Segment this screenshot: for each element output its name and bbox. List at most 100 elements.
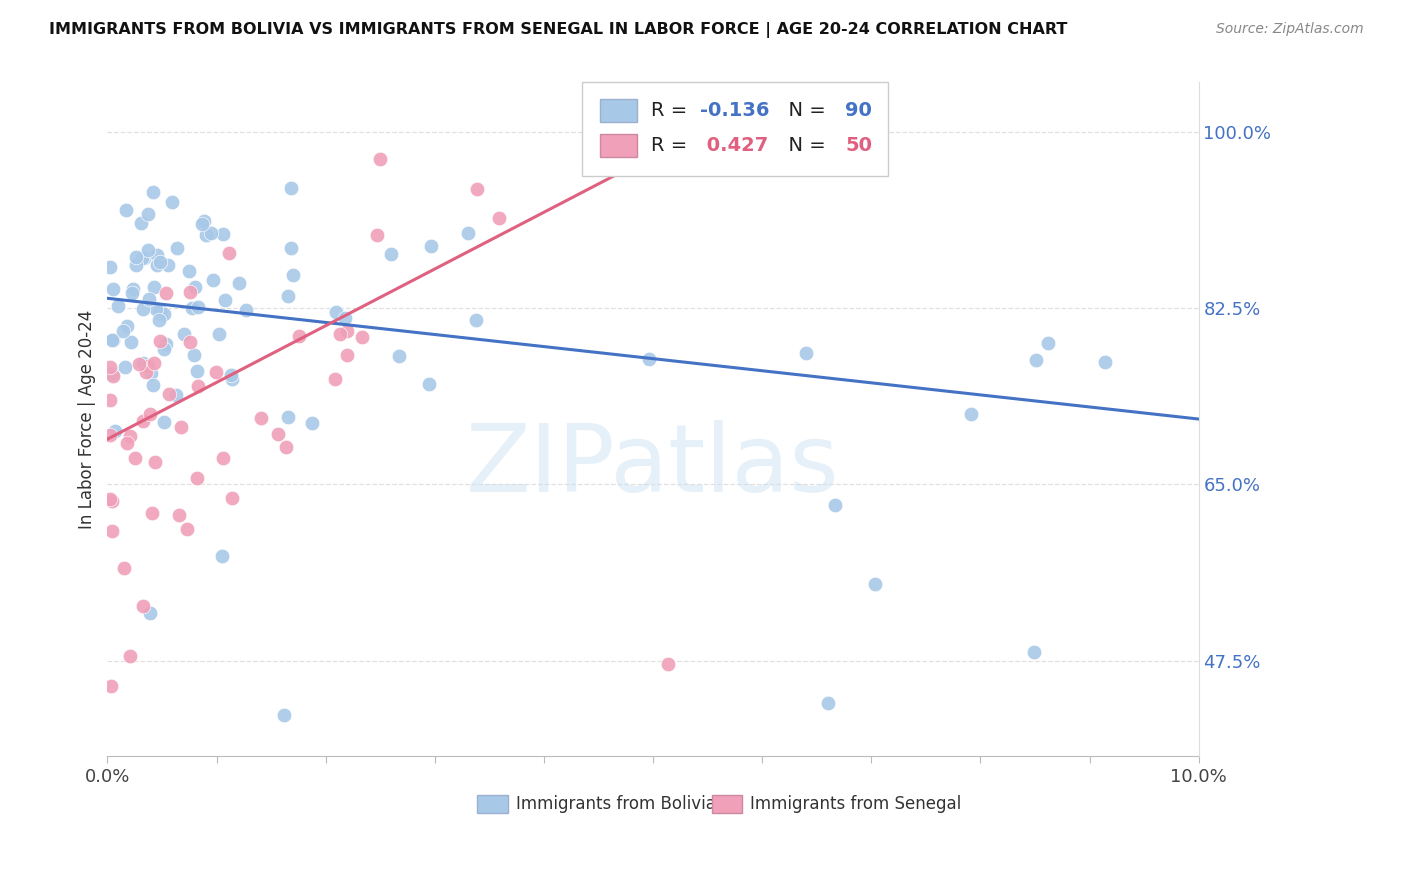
Point — [336, 348, 359, 362]
Point — [796, 346, 818, 360]
Point — [143, 280, 166, 294]
Text: Source: ZipAtlas.com: Source: ZipAtlas.com — [1216, 22, 1364, 37]
Text: Immigrants from Bolivia: Immigrants from Bolivia — [516, 795, 716, 813]
Point — [200, 226, 222, 240]
Point — [101, 282, 124, 296]
Point — [112, 561, 135, 575]
FancyBboxPatch shape — [599, 99, 637, 122]
Point — [146, 248, 169, 262]
Point — [465, 182, 488, 196]
Point — [333, 311, 356, 326]
Text: 90: 90 — [845, 102, 872, 120]
Point — [98, 260, 121, 274]
FancyBboxPatch shape — [599, 135, 637, 157]
Point — [129, 216, 152, 230]
Point — [122, 282, 145, 296]
Point — [336, 324, 359, 338]
Text: Immigrants from Senegal: Immigrants from Senegal — [751, 795, 962, 813]
Point — [132, 599, 155, 613]
Point — [120, 334, 142, 349]
Point — [235, 302, 257, 317]
Point — [183, 348, 205, 362]
Point — [267, 427, 290, 442]
Point — [221, 491, 243, 505]
Point — [1094, 355, 1116, 369]
Point — [132, 251, 155, 265]
Point — [142, 186, 165, 200]
Point — [100, 679, 122, 693]
Point — [194, 227, 217, 242]
Point — [960, 407, 983, 421]
Point — [420, 238, 443, 252]
Point — [388, 349, 411, 363]
Point — [149, 304, 172, 318]
Point — [657, 657, 679, 672]
Point — [153, 415, 176, 429]
Point — [165, 388, 187, 402]
Point — [128, 357, 150, 371]
Point — [136, 244, 159, 258]
Point — [325, 305, 347, 319]
Point — [136, 207, 159, 221]
Point — [132, 414, 155, 428]
Point — [124, 450, 146, 465]
Point — [274, 441, 297, 455]
Point — [100, 333, 122, 347]
Point — [139, 407, 162, 421]
Text: IMMIGRANTS FROM BOLIVIA VS IMMIGRANTS FROM SENEGAL IN LABOR FORCE | AGE 20-24 CO: IMMIGRANTS FROM BOLIVIA VS IMMIGRANTS FR… — [49, 22, 1067, 38]
Point — [148, 313, 170, 327]
Point — [98, 427, 121, 442]
Point — [124, 250, 146, 264]
Point — [155, 286, 177, 301]
Point — [202, 272, 225, 286]
Point — [118, 429, 141, 443]
Point — [323, 372, 346, 386]
Point — [179, 285, 201, 299]
Point — [132, 356, 155, 370]
Text: 50: 50 — [845, 136, 872, 155]
Point — [146, 258, 169, 272]
Point — [173, 327, 195, 342]
Point — [136, 359, 159, 374]
Point — [418, 376, 440, 391]
Point — [863, 577, 886, 591]
Point — [98, 359, 121, 374]
Text: ZIPatlas: ZIPatlas — [467, 420, 839, 512]
Point — [281, 268, 304, 283]
Point — [329, 326, 352, 341]
FancyBboxPatch shape — [477, 795, 508, 814]
Point — [368, 152, 391, 166]
Point — [125, 259, 148, 273]
Point — [288, 329, 311, 343]
Point — [166, 241, 188, 255]
Point — [250, 411, 273, 425]
Point — [277, 409, 299, 424]
Point — [637, 351, 659, 366]
Point — [191, 217, 214, 231]
Point — [149, 254, 172, 268]
Point — [153, 343, 176, 357]
Point — [184, 280, 207, 294]
Point — [100, 494, 122, 508]
Point — [228, 276, 250, 290]
Point — [149, 334, 172, 348]
Point — [211, 450, 233, 465]
Point — [138, 292, 160, 306]
Point — [457, 226, 479, 240]
Point — [187, 301, 209, 315]
Point — [101, 524, 124, 539]
Point — [114, 359, 136, 374]
Point — [214, 293, 236, 307]
Point — [208, 326, 231, 341]
Point — [180, 301, 202, 315]
Point — [221, 372, 243, 386]
Point — [824, 498, 846, 512]
Point — [103, 334, 125, 348]
Point — [212, 227, 235, 242]
FancyBboxPatch shape — [711, 795, 742, 814]
Point — [117, 319, 139, 334]
Point — [98, 393, 121, 408]
Point — [380, 247, 402, 261]
Text: R =: R = — [651, 136, 693, 155]
Point — [145, 301, 167, 316]
